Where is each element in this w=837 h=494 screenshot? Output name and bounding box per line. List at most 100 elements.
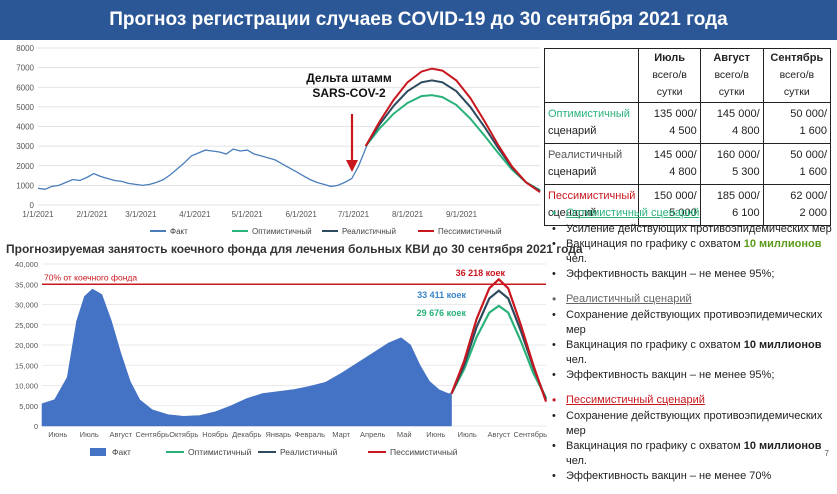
col-header-month: Июль	[654, 52, 685, 64]
value-total: 150 000/	[653, 190, 697, 202]
legend-label: Реалистичный	[342, 227, 396, 236]
scenario-heading-text: Оптимистичный сценарий	[566, 207, 700, 219]
x-tick-label: Октябрь	[169, 430, 198, 439]
value-daily: 4 800	[732, 125, 760, 137]
bullet-icon: •	[552, 410, 556, 422]
col-header-august: Август всего/в сутки	[699, 48, 764, 103]
x-tick-label: Июнь	[48, 430, 67, 439]
col-header-month: Август	[713, 52, 750, 64]
bullet-icon: •	[552, 223, 556, 235]
value-total: 62 000/	[790, 190, 827, 202]
bullet-icon: •	[552, 440, 556, 452]
x-tick-label: Март	[332, 430, 351, 439]
value-total: 50 000/	[790, 108, 827, 120]
forecast-table: Июль всего/в сутки Август всего/в сутки …	[543, 48, 832, 226]
y-tick-label: 20,000	[15, 341, 38, 350]
value-cell: 50 000/1 600	[762, 143, 832, 185]
peak-label-pessimistic: 36 218 коек	[456, 268, 506, 278]
y-tick-label: 0	[30, 201, 35, 210]
value-cell: 160 000/5 300	[699, 143, 764, 185]
item-text: Эффективность вакцин – не менее 95%;	[566, 268, 775, 280]
bullet-icon: •	[552, 292, 557, 306]
x-tick-label: Май	[397, 430, 412, 439]
scenario-heading: • Реалистичный сценарий	[552, 292, 834, 306]
item-text: Усиление действующих противоэпидемически…	[566, 223, 832, 235]
legend-label: Факт	[112, 447, 131, 457]
bullet-icon: •	[552, 238, 556, 250]
value-cell: 62 000/2 000	[762, 184, 832, 226]
x-tick-label: 6/1/2021	[286, 210, 318, 219]
scenario-name: Оптимистичный	[548, 108, 630, 120]
bullet-icon: •	[552, 339, 556, 351]
scenario-word: сценарий	[548, 166, 597, 178]
item-text: Вакцинация по графику с охватом 10 милли…	[566, 439, 834, 469]
item-text-post: чел.	[566, 354, 587, 366]
scenario-word: сценарий	[548, 207, 597, 219]
value-daily: 5 000	[669, 207, 697, 219]
bullet-icon: •	[552, 268, 556, 280]
bullet-icon: •	[552, 206, 557, 220]
list-item: • Эффективность вакцин – не менее 70%	[552, 469, 834, 484]
item-text: Вакцинация по графику с охватом 10 милли…	[566, 338, 834, 368]
bullet-icon: •	[552, 309, 556, 321]
legend-label: Реалистичный	[280, 447, 338, 457]
reference-line-label: 70% от коечного фонда	[44, 272, 137, 282]
peak-label-optimistic: 29 676 коек	[417, 308, 467, 318]
item-highlight: 10 миллионов	[743, 339, 822, 351]
value-total: 160 000/	[716, 149, 760, 161]
value-total: 145 000/	[653, 149, 697, 161]
value-total: 135 000/	[653, 108, 697, 120]
list-item: • Вакцинация по графику с охватом 10 милл…	[552, 338, 834, 368]
value-cell: 185 000/6 100	[699, 184, 764, 226]
x-tick-label: Август	[109, 430, 132, 439]
item-text-pre: Вакцинация по графику с охватом	[566, 238, 744, 250]
y-tick-label: 8000	[16, 44, 34, 53]
series-line-optimistic	[450, 304, 547, 399]
x-tick-label: 9/1/2021	[446, 210, 478, 219]
item-highlight: 10 миллионов	[743, 440, 822, 452]
y-tick-label: 1000	[16, 181, 34, 190]
table-header-row: Июль всего/в сутки Август всего/в сутки …	[543, 48, 832, 103]
bed-chart-title: Прогнозируемая занятость коечного фонда …	[6, 242, 583, 256]
legend-label: Оптимистичный	[252, 227, 312, 236]
item-text-post: чел.	[566, 253, 587, 265]
list-item: • Усиление действующих противоэпидемическ…	[552, 222, 834, 237]
list-item: • Эффективность вакцин – не менее 95%;	[552, 368, 834, 383]
x-tick-label: Июль	[80, 430, 99, 439]
y-tick-label: 0	[34, 422, 38, 431]
arrow-head-icon	[346, 160, 358, 172]
bullet-icon: •	[552, 369, 556, 381]
x-tick-label: Июль	[458, 430, 477, 439]
x-tick-label: Июнь	[426, 430, 445, 439]
scenario-heading: • Оптимистичный сценарий	[552, 206, 834, 220]
y-tick-label: 10,000	[15, 382, 38, 391]
y-tick-label: 4000	[16, 123, 34, 132]
series-line-realistic	[364, 79, 541, 193]
series-line-pessimistic	[364, 67, 541, 194]
x-tick-label: Сентябрь	[135, 430, 169, 439]
y-tick-label: 25,000	[15, 321, 38, 330]
col-header-sub: всего/в сутки	[652, 69, 687, 98]
table-row-realistic: Реалистичный сценарий 145 000/4 800 160 …	[543, 143, 832, 185]
legend-label: Факт	[170, 227, 188, 236]
y-tick-label: 35,000	[15, 280, 38, 289]
series-line-pessimistic	[450, 277, 548, 403]
scenario-cell: Оптимистичный сценарий	[543, 102, 640, 144]
y-tick-label: 40,000	[15, 260, 38, 269]
list-item: • Эффективность вакцин – не менее 95%;	[552, 267, 834, 282]
cases-forecast-chart: 0 1000 2000 3000 4000 5000 6000 7000 8000 1/1/202…	[16, 44, 541, 236]
scenario-descriptions: • Оптимистичный сценарий • Усиление дейст…	[552, 206, 834, 494]
col-header-month: Сентябрь	[770, 52, 824, 64]
annotation-line-2: SARS-COV-2	[312, 86, 386, 100]
scenario-name: Пессимистичный	[548, 190, 636, 202]
col-header-july: Июль всего/в сутки	[638, 48, 701, 103]
y-tick-label: 5000	[16, 103, 34, 112]
x-tick-label: 1/1/2021	[22, 210, 54, 219]
scenario-realistic: • Реалистичный сценарий • Сохранение дейс…	[552, 292, 834, 383]
annotation-line-1: Дельта штамм	[306, 71, 392, 85]
scenario-word: сценарий	[548, 125, 597, 137]
page-title: Прогноз регистрации случаев COVID-19 до …	[109, 9, 728, 30]
legend-label: Пессимистичный	[390, 447, 458, 457]
x-tick-label: 7/1/2021	[338, 210, 370, 219]
x-tick-label: 4/1/2021	[179, 210, 211, 219]
